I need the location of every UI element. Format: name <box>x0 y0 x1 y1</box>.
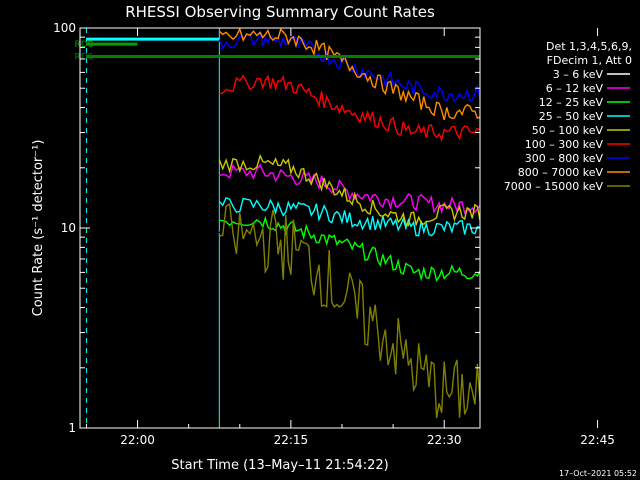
legend-header: FDecim 1, Att 0 <box>547 54 632 67</box>
series-line <box>218 153 480 228</box>
legend-entry-label: 800 – 7000 keV <box>518 166 604 179</box>
legend-entry-label: 12 – 25 keV <box>539 96 604 109</box>
footer-timestamp: 17–Oct–2021 05:52 <box>559 469 637 478</box>
series-line <box>218 28 480 121</box>
y-axis: 1 10 100 <box>53 21 480 435</box>
series-line <box>219 202 480 419</box>
y-axis-label: Count Rate (s⁻¹ detector⁻¹) <box>31 140 46 317</box>
series-line <box>219 74 480 142</box>
x-tick-label: 22:45 <box>580 433 615 447</box>
legend-entry-label: 25 – 50 keV <box>539 110 604 123</box>
y-tick-label: 100 <box>53 21 76 35</box>
y-tick-label: 10 <box>61 221 76 235</box>
legend-entry-label: 6 – 12 keV <box>546 82 604 95</box>
annotation-label: RD6 <box>74 53 93 63</box>
x-tick-label: 22:00 <box>120 433 155 447</box>
chart-title: RHESSI Observing Summary Count Rates <box>125 3 435 21</box>
series-line <box>218 197 480 237</box>
legend: Det 1,3,4,5,6,9,FDecim 1, Att 03 – 6 keV… <box>504 40 632 193</box>
series-line <box>219 163 480 215</box>
x-tick-label: 22:30 <box>427 433 462 447</box>
legend-entry-label: 50 – 100 keV <box>532 124 604 137</box>
legend-entry-label: 100 – 300 keV <box>525 138 604 151</box>
x-tick-label: 22:15 <box>274 433 309 447</box>
x-axis-label: Start Time (13–May–11 21:54:22) <box>171 458 388 473</box>
annotation-label: RD0 <box>74 40 93 50</box>
legend-entry-label: 300 – 800 keV <box>525 152 604 165</box>
series-line <box>219 215 480 282</box>
series-line <box>218 202 480 385</box>
y-tick-label: 1 <box>68 421 76 435</box>
legend-entry-label: 7000 – 15000 keV <box>504 180 604 193</box>
legend-entry-label: 3 – 6 keV <box>553 68 604 81</box>
legend-header: Det 1,3,4,5,6,9, <box>546 40 632 53</box>
